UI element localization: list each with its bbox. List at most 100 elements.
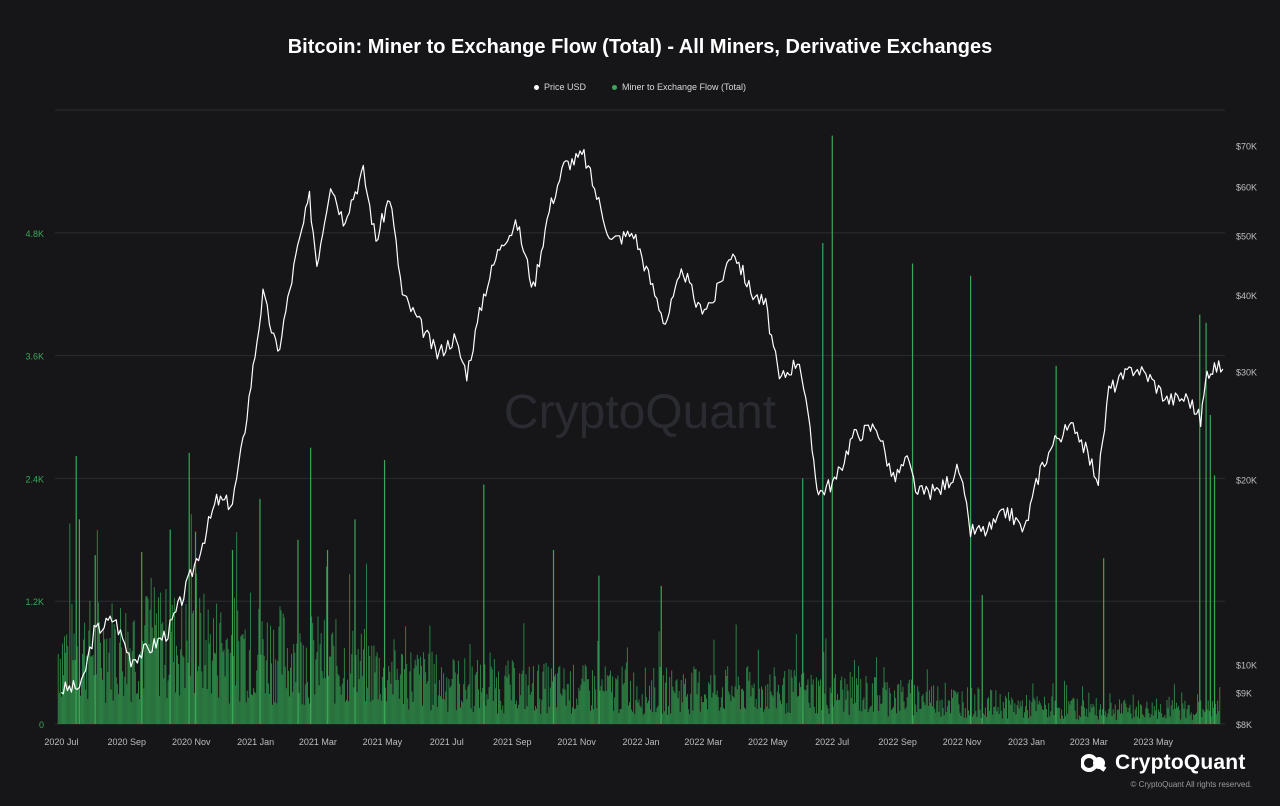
flow-bar — [834, 674, 836, 724]
flow-bar — [295, 682, 297, 724]
flow-spike-bar — [75, 455, 77, 724]
flow-bar — [1086, 708, 1088, 724]
flow-bar — [608, 675, 610, 724]
x-tick-label: 2023 Mar — [1070, 737, 1108, 747]
flow-bar — [334, 703, 336, 724]
flow-bar — [258, 608, 260, 724]
flow-bar — [1082, 686, 1083, 724]
flow-bar — [1087, 716, 1089, 724]
flow-bar — [512, 662, 514, 724]
flow-bar — [205, 639, 207, 724]
flow-bar — [1009, 700, 1011, 724]
flow-bar — [631, 709, 633, 724]
flow-bar — [838, 700, 840, 724]
flow-bar — [1045, 704, 1046, 724]
flow-bar — [421, 665, 422, 724]
flow-bar — [738, 685, 740, 724]
flow-bar — [1193, 715, 1195, 724]
flow-bar — [478, 689, 479, 724]
flow-bar — [1185, 717, 1187, 724]
flow-bar — [208, 643, 210, 724]
flow-bar — [410, 652, 412, 724]
flow-bar — [303, 704, 305, 724]
x-tick-label: 2020 Nov — [172, 737, 211, 747]
flow-bar — [1153, 706, 1155, 724]
flow-bar — [131, 650, 133, 724]
flow-bar — [780, 700, 781, 724]
flow-bar — [535, 705, 536, 724]
flow-bar — [640, 707, 642, 724]
flow-bar — [180, 649, 182, 724]
flow-bar — [674, 693, 676, 724]
flow-bar — [1085, 715, 1087, 724]
flow-bar — [788, 669, 790, 724]
flow-bar — [408, 709, 410, 724]
flow-bar — [149, 609, 151, 724]
flow-bar — [337, 674, 339, 724]
flow-bar — [162, 621, 164, 724]
flow-bar — [1147, 708, 1149, 724]
flow-bar — [829, 687, 831, 724]
flow-bar — [1068, 701, 1070, 724]
flow-bar — [620, 709, 622, 724]
flow-bar — [789, 713, 791, 724]
flow-bar — [623, 682, 625, 724]
flow-bar — [294, 652, 296, 724]
flow-bar — [555, 674, 557, 724]
flow-bar — [950, 713, 951, 724]
flow-bar — [882, 687, 884, 724]
flow-bar — [690, 693, 692, 724]
flow-bar — [406, 664, 408, 724]
flow-bar — [529, 694, 531, 724]
flow-bar — [1084, 707, 1086, 724]
flow-bar — [475, 672, 477, 724]
flow-bar — [465, 689, 467, 724]
flow-bar — [463, 684, 465, 724]
flow-bar — [1178, 705, 1180, 724]
flow-bar — [992, 714, 994, 724]
flow-bar — [708, 682, 710, 724]
flow-bar — [523, 623, 525, 724]
flow-bar — [486, 694, 488, 724]
flow-bar — [964, 708, 966, 724]
flow-bar — [573, 664, 574, 724]
legend-item-flow[interactable]: Miner to Exchange Flow (Total) — [611, 82, 746, 92]
flow-bar — [678, 691, 680, 724]
flow-bar — [167, 680, 169, 724]
flow-bar — [923, 702, 925, 724]
flow-bar — [917, 686, 919, 724]
flow-bar — [1065, 716, 1067, 724]
flow-bar — [701, 701, 703, 724]
flow-bar — [134, 671, 136, 724]
flow-bar — [688, 709, 690, 724]
flow-bar — [872, 711, 874, 724]
flow-bar — [280, 610, 282, 724]
flow-bar — [63, 675, 64, 724]
flow-bar — [785, 713, 787, 724]
flow-bar — [918, 691, 920, 724]
flow-bar — [974, 694, 976, 724]
flow-spike-bar — [802, 478, 804, 724]
flow-bar — [1184, 700, 1186, 724]
legend-item-price[interactable]: Price USD — [533, 82, 586, 92]
flow-spike-bar — [1213, 475, 1216, 724]
flow-bar — [1189, 714, 1191, 724]
flow-bar — [792, 691, 794, 724]
flow-bar — [470, 708, 472, 724]
flow-bar — [1032, 683, 1034, 724]
flow-bar — [883, 667, 885, 724]
flow-bar — [898, 683, 900, 724]
flow-bar — [658, 631, 660, 724]
flow-bar — [796, 696, 798, 724]
flow-bar — [1182, 703, 1184, 724]
flow-bar — [615, 678, 617, 724]
flow-bar — [751, 685, 753, 724]
flow-bar — [1191, 719, 1193, 724]
flow-bar — [282, 613, 284, 724]
flow-bar — [700, 696, 702, 724]
flow-bar — [991, 690, 993, 724]
flow-bar — [1129, 704, 1131, 724]
flow-bar — [1098, 709, 1100, 724]
flow-bar — [1108, 708, 1110, 724]
flow-bar — [707, 709, 709, 724]
